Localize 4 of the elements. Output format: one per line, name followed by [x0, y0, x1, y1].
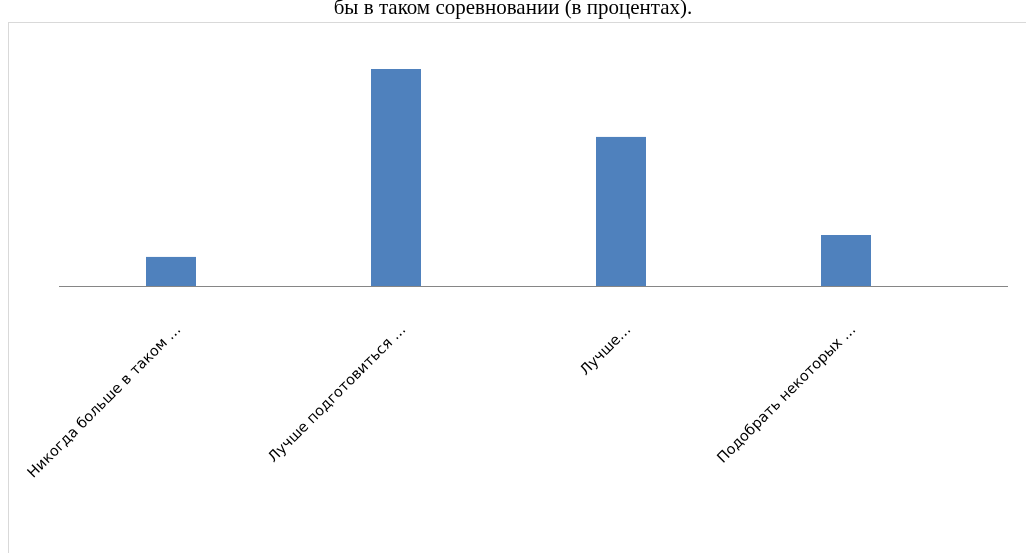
bar: [596, 136, 646, 286]
bar: [146, 256, 196, 286]
bar: [821, 235, 871, 286]
bar: [371, 69, 421, 286]
